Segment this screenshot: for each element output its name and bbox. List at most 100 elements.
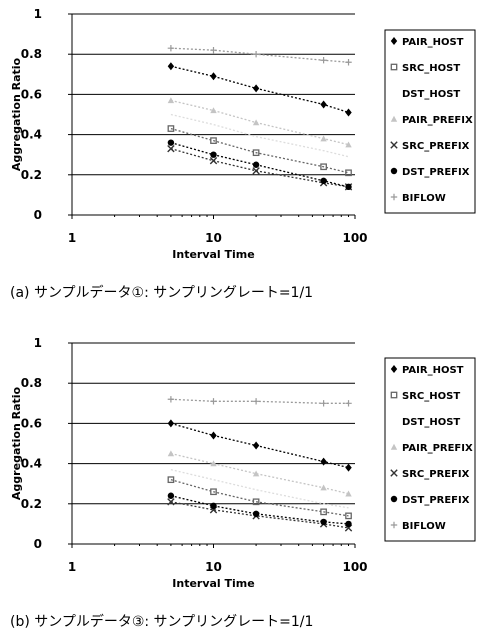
y-tick-label: 0.6 (21, 87, 42, 101)
series-pair-host (167, 419, 352, 472)
data-point (167, 139, 175, 146)
legend-label: DST_HOST (402, 417, 460, 428)
data-point (210, 431, 217, 440)
legend-label: PAIR_PREFIX (402, 443, 473, 454)
legend-label: SRC_PREFIX (402, 469, 470, 480)
series-dst-prefix (167, 139, 352, 191)
legend-box (384, 29, 476, 214)
x-tick-label: 1 (68, 231, 76, 245)
data-point (345, 169, 352, 177)
series-line (170, 501, 349, 529)
data-point (167, 62, 175, 71)
series-pair-prefix (167, 97, 352, 148)
data-point (345, 400, 352, 407)
data-point (345, 183, 352, 191)
data-point (252, 167, 260, 175)
data-point (209, 157, 218, 165)
data-point (252, 510, 260, 518)
legend-label: PAIR_PREFIX (402, 115, 473, 126)
data-point (320, 57, 327, 64)
y-tick-label: 0.8 (21, 47, 42, 61)
legend-marker (390, 443, 398, 450)
legend-label: SRC_PREFIX (402, 141, 470, 152)
data-point (210, 46, 217, 54)
series-pair-host (167, 62, 352, 117)
series-biflow (167, 44, 352, 66)
data-point (167, 144, 175, 153)
data-point (167, 419, 175, 428)
data-point (345, 520, 352, 528)
data-point (252, 470, 260, 477)
chart-1: 0 0.2 0.4 0.6 0.8 1 1 10 100 Interval Time Aggrega… (10, 336, 476, 630)
series-line (170, 127, 349, 174)
data-point (320, 508, 327, 516)
data-point (252, 398, 260, 405)
data-point (252, 119, 260, 126)
series-line (170, 495, 349, 525)
data-point (210, 502, 217, 510)
data-point (210, 488, 217, 496)
data-point (167, 125, 175, 132)
legend-label: DST_PREFIX (402, 167, 470, 178)
series-line (170, 468, 349, 509)
series-line (170, 479, 349, 517)
series-src-host (167, 476, 352, 520)
legend-marker (390, 193, 398, 201)
legend-label: PAIR_HOST (402, 365, 464, 376)
series-line (170, 398, 349, 404)
data-point (252, 441, 260, 450)
series-dst-host (170, 468, 349, 509)
data-point (167, 492, 175, 499)
data-point (167, 476, 175, 484)
legend-label: SRC_HOST (402, 63, 460, 74)
x-axis-label: Interval Time (172, 577, 254, 590)
legend: PAIR_HOST SRC_HOST DST_HOST PAIR_PREFIX SRC_… (384, 29, 476, 214)
y-tick-label: 0.4 (21, 128, 42, 142)
data-point (167, 396, 175, 403)
series-line (170, 113, 349, 158)
data-point (167, 450, 175, 457)
data-point (210, 72, 217, 81)
data-point (167, 44, 175, 52)
legend-marker (390, 167, 398, 175)
legend-marker (390, 115, 398, 122)
legend-label: DST_HOST (402, 89, 460, 100)
y-axis-label: Aggregation Ratio (10, 57, 23, 171)
data-point (252, 498, 260, 506)
y-tick-label: 0 (34, 537, 42, 551)
data-point (345, 463, 352, 472)
data-point (320, 457, 327, 466)
data-point (345, 490, 352, 497)
series-biflow (167, 396, 352, 407)
data-point (345, 141, 352, 148)
series-pair-prefix (167, 450, 352, 497)
x-tick-label: 1 (68, 560, 76, 574)
legend-label: BIFLOW (402, 193, 446, 204)
caption: (a) サンプルデータ①: サンプリングレート=1/1 (10, 284, 313, 301)
data-point (167, 498, 175, 506)
series-line (170, 99, 349, 146)
data-point (210, 398, 217, 405)
data-point (252, 149, 260, 157)
y-tick-label: 1 (34, 7, 42, 21)
legend-marker (390, 63, 398, 71)
y-tick-label: 0.2 (21, 497, 42, 511)
legend-box (384, 357, 476, 542)
x-tick-label: 10 (205, 560, 222, 574)
legend: PAIR_HOST SRC_HOST DST_HOST PAIR_PREFIX SRC_… (384, 357, 476, 542)
y-tick-label: 0.8 (21, 376, 42, 390)
x-axis-label: Interval Time (172, 248, 254, 261)
x-tick-label: 100 (342, 231, 367, 245)
data-point (320, 135, 327, 142)
data-point (210, 460, 217, 467)
data-point (345, 59, 352, 66)
data-point (320, 518, 327, 526)
x-tick-label: 10 (205, 231, 222, 245)
legend-label: BIFLOW (402, 521, 446, 532)
legend-label: SRC_HOST (402, 391, 460, 402)
legend-label: DST_PREFIX (402, 495, 470, 506)
legend-marker (390, 141, 398, 149)
legend-marker (390, 521, 398, 529)
y-tick-label: 0.2 (21, 168, 42, 182)
y-tick-label: 0.4 (21, 457, 42, 471)
